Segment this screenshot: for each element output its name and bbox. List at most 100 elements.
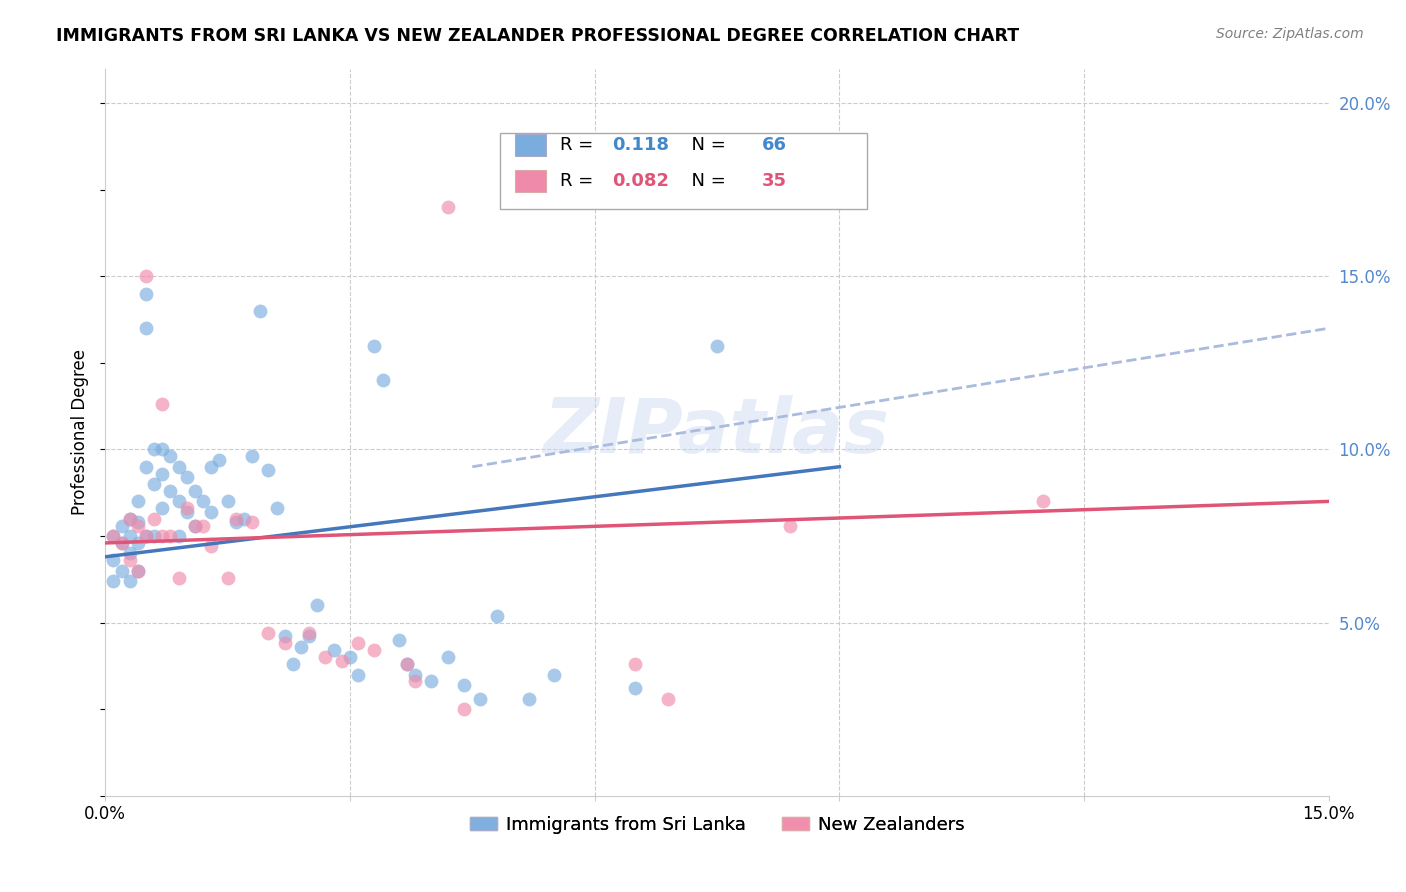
Text: Source: ZipAtlas.com: Source: ZipAtlas.com xyxy=(1216,27,1364,41)
Point xyxy=(281,657,304,672)
Point xyxy=(363,338,385,352)
Text: ZIPatlas: ZIPatlas xyxy=(544,395,890,469)
Point xyxy=(322,643,344,657)
Point xyxy=(118,574,141,588)
Point xyxy=(217,494,239,508)
Point xyxy=(150,442,173,457)
Point xyxy=(127,494,149,508)
Point xyxy=(485,608,508,623)
Point xyxy=(127,515,149,529)
Point xyxy=(143,512,166,526)
Point xyxy=(159,483,181,498)
Point xyxy=(103,553,125,567)
Point xyxy=(184,518,207,533)
Point xyxy=(624,681,647,696)
Point xyxy=(347,636,370,650)
Text: IMMIGRANTS FROM SRI LANKA VS NEW ZEALANDER PROFESSIONAL DEGREE CORRELATION CHART: IMMIGRANTS FROM SRI LANKA VS NEW ZEALAND… xyxy=(56,27,1019,45)
Point xyxy=(135,286,157,301)
Point xyxy=(404,667,426,681)
Point xyxy=(225,515,247,529)
Point xyxy=(453,678,475,692)
Point xyxy=(135,269,157,284)
Point xyxy=(110,536,132,550)
Text: R =: R = xyxy=(561,136,599,154)
Point xyxy=(330,654,353,668)
Text: 0.082: 0.082 xyxy=(612,172,669,190)
FancyBboxPatch shape xyxy=(501,133,868,209)
Point xyxy=(135,529,157,543)
Point xyxy=(150,529,173,543)
Point xyxy=(167,529,190,543)
Point xyxy=(191,518,214,533)
Point xyxy=(249,304,271,318)
Point xyxy=(470,691,492,706)
Point xyxy=(240,450,263,464)
Point xyxy=(217,571,239,585)
Point xyxy=(135,529,157,543)
Point xyxy=(167,459,190,474)
Point xyxy=(453,702,475,716)
Point xyxy=(436,650,458,665)
Text: 0.118: 0.118 xyxy=(612,136,669,154)
Point xyxy=(347,667,370,681)
Point xyxy=(543,667,565,681)
Point xyxy=(118,512,141,526)
Point xyxy=(143,529,166,543)
Point xyxy=(176,505,198,519)
Point xyxy=(167,571,190,585)
Point xyxy=(314,650,336,665)
Point xyxy=(159,450,181,464)
Point xyxy=(200,505,222,519)
Point xyxy=(404,674,426,689)
Point xyxy=(257,463,280,477)
FancyBboxPatch shape xyxy=(515,170,546,192)
Text: 66: 66 xyxy=(762,136,787,154)
Point xyxy=(103,574,125,588)
Point xyxy=(208,453,231,467)
Point xyxy=(436,200,458,214)
Point xyxy=(363,643,385,657)
Point xyxy=(266,501,288,516)
Point xyxy=(103,529,125,543)
Point xyxy=(159,529,181,543)
Point xyxy=(176,501,198,516)
Point xyxy=(1032,494,1054,508)
Point xyxy=(200,540,222,554)
Point xyxy=(290,640,312,654)
Legend: Immigrants from Sri Lanka, New Zealanders: Immigrants from Sri Lanka, New Zealander… xyxy=(463,809,972,841)
Point xyxy=(150,467,173,481)
Point xyxy=(388,632,411,647)
Point xyxy=(110,564,132,578)
Y-axis label: Professional Degree: Professional Degree xyxy=(72,349,89,516)
Point xyxy=(118,546,141,560)
Text: R =: R = xyxy=(561,172,599,190)
Point xyxy=(273,636,295,650)
Point xyxy=(110,536,132,550)
Text: N =: N = xyxy=(681,172,731,190)
Point xyxy=(150,501,173,516)
Point xyxy=(779,518,801,533)
Point xyxy=(298,630,321,644)
FancyBboxPatch shape xyxy=(515,134,546,156)
Point xyxy=(127,518,149,533)
Point xyxy=(135,459,157,474)
Point xyxy=(232,512,254,526)
Point xyxy=(657,691,679,706)
Point xyxy=(143,477,166,491)
Point xyxy=(176,470,198,484)
Point xyxy=(118,553,141,567)
Point xyxy=(395,657,418,672)
Point xyxy=(143,442,166,457)
Point xyxy=(184,518,207,533)
Point xyxy=(624,657,647,672)
Point xyxy=(240,515,263,529)
Point xyxy=(118,512,141,526)
Point xyxy=(307,599,329,613)
Point xyxy=(225,512,247,526)
Point xyxy=(191,494,214,508)
Point xyxy=(110,518,132,533)
Point xyxy=(519,691,541,706)
Point xyxy=(273,630,295,644)
Text: 35: 35 xyxy=(762,172,787,190)
Point xyxy=(127,564,149,578)
